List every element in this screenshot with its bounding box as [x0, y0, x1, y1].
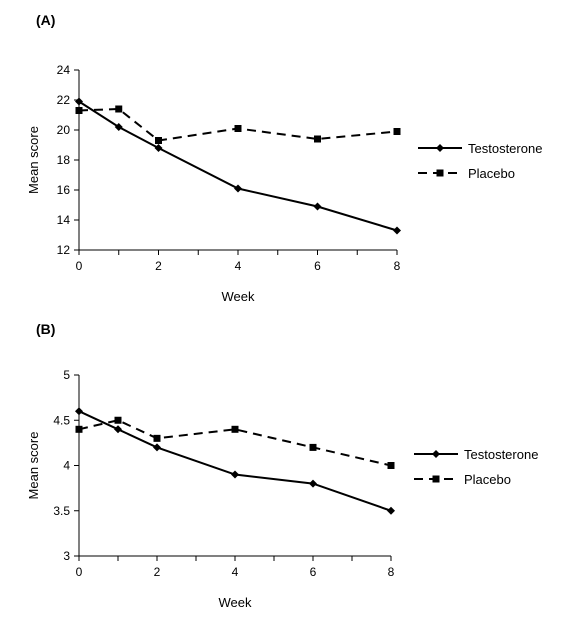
data-point-placebo [75, 107, 83, 114]
y-tick-label: 3 [63, 549, 70, 563]
data-point-placebo [114, 416, 122, 424]
data-point-testosterone [114, 425, 122, 434]
y-tick-label: 12 [57, 243, 71, 257]
panel-label: (B) [36, 321, 55, 337]
y-axis-title: Mean score [26, 126, 41, 194]
y-tick-label: 18 [57, 153, 71, 167]
y-tick-label: 22 [57, 93, 71, 107]
series-line-testosterone [78, 410, 392, 512]
data-point-testosterone [234, 184, 242, 193]
data-point-testosterone [313, 202, 322, 211]
data-point-placebo [314, 135, 321, 143]
y-tick-label: 5 [63, 368, 70, 382]
legend-label-testosterone: Testosterone [464, 447, 538, 462]
data-point-testosterone [153, 443, 161, 452]
x-tick-label: 6 [310, 565, 317, 579]
x-tick-label: 8 [388, 565, 395, 579]
y-tick-label: 20 [57, 123, 71, 137]
y-tick-label: 4.5 [53, 413, 70, 427]
panel-label: (A) [36, 12, 55, 28]
data-point-placebo [234, 125, 242, 132]
data-point-placebo [75, 425, 83, 433]
series-line-placebo [78, 419, 392, 467]
x-tick-label: 6 [314, 259, 321, 273]
data-point-placebo [393, 128, 401, 135]
y-tick-label: 3.5 [53, 504, 70, 518]
data-point-testosterone [114, 123, 123, 131]
legend-marker-testosterone [436, 144, 444, 152]
data-point-placebo [309, 443, 317, 451]
data-point-testosterone [387, 506, 395, 515]
x-tick-label: 4 [235, 259, 242, 273]
y-axis-title: Mean score [26, 432, 41, 500]
legend-label-placebo: Placebo [468, 166, 515, 181]
x-tick-label: 4 [232, 565, 239, 579]
data-point-testosterone [231, 470, 239, 479]
data-point-testosterone [309, 479, 317, 488]
data-point-placebo [153, 434, 161, 442]
y-tick-label: 24 [57, 63, 71, 77]
x-axis-title: Week [222, 289, 255, 304]
legend-label-placebo: Placebo [464, 472, 511, 487]
data-point-testosterone [75, 97, 83, 106]
legend-marker-testosterone [432, 450, 440, 458]
x-axis-title: Week [219, 595, 252, 610]
x-tick-label: 0 [76, 565, 83, 579]
data-point-placebo [231, 425, 239, 433]
data-point-testosterone [154, 144, 163, 152]
x-tick-label: 2 [155, 259, 162, 273]
series-line-placebo [78, 107, 398, 142]
chart-panel-b: (B) 3 3.5 4 4.5 5 0 2 4 6 8 Week Mean score Testoster… [26, 321, 538, 610]
y-tick-label: 14 [57, 213, 71, 227]
legend-label-testosterone: Testosterone [468, 141, 542, 156]
legend-marker-placebo [436, 169, 444, 177]
data-point-placebo [155, 137, 162, 144]
y-tick-label: 16 [57, 183, 71, 197]
series-line-testosterone [78, 100, 398, 232]
data-point-placebo [387, 462, 395, 469]
x-tick-label: 0 [76, 259, 83, 273]
x-tick-label: 2 [154, 565, 161, 579]
x-tick-label: 8 [394, 259, 401, 273]
data-point-testosterone [393, 226, 401, 235]
data-point-placebo [115, 105, 123, 113]
legend-marker-placebo [432, 475, 440, 483]
y-tick-label: 4 [63, 459, 70, 473]
data-point-testosterone [75, 407, 83, 416]
